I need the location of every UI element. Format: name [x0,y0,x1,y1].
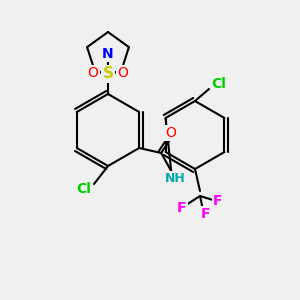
Text: N: N [102,47,114,61]
Text: NH: NH [165,172,186,185]
Text: F: F [177,201,187,215]
Text: O: O [118,66,128,80]
Text: F: F [213,194,223,208]
Text: F: F [200,207,210,221]
Text: Cl: Cl [76,182,92,196]
Text: O: O [88,66,98,80]
Text: O: O [166,126,177,140]
Text: S: S [103,67,113,82]
Text: Cl: Cl [212,77,226,91]
